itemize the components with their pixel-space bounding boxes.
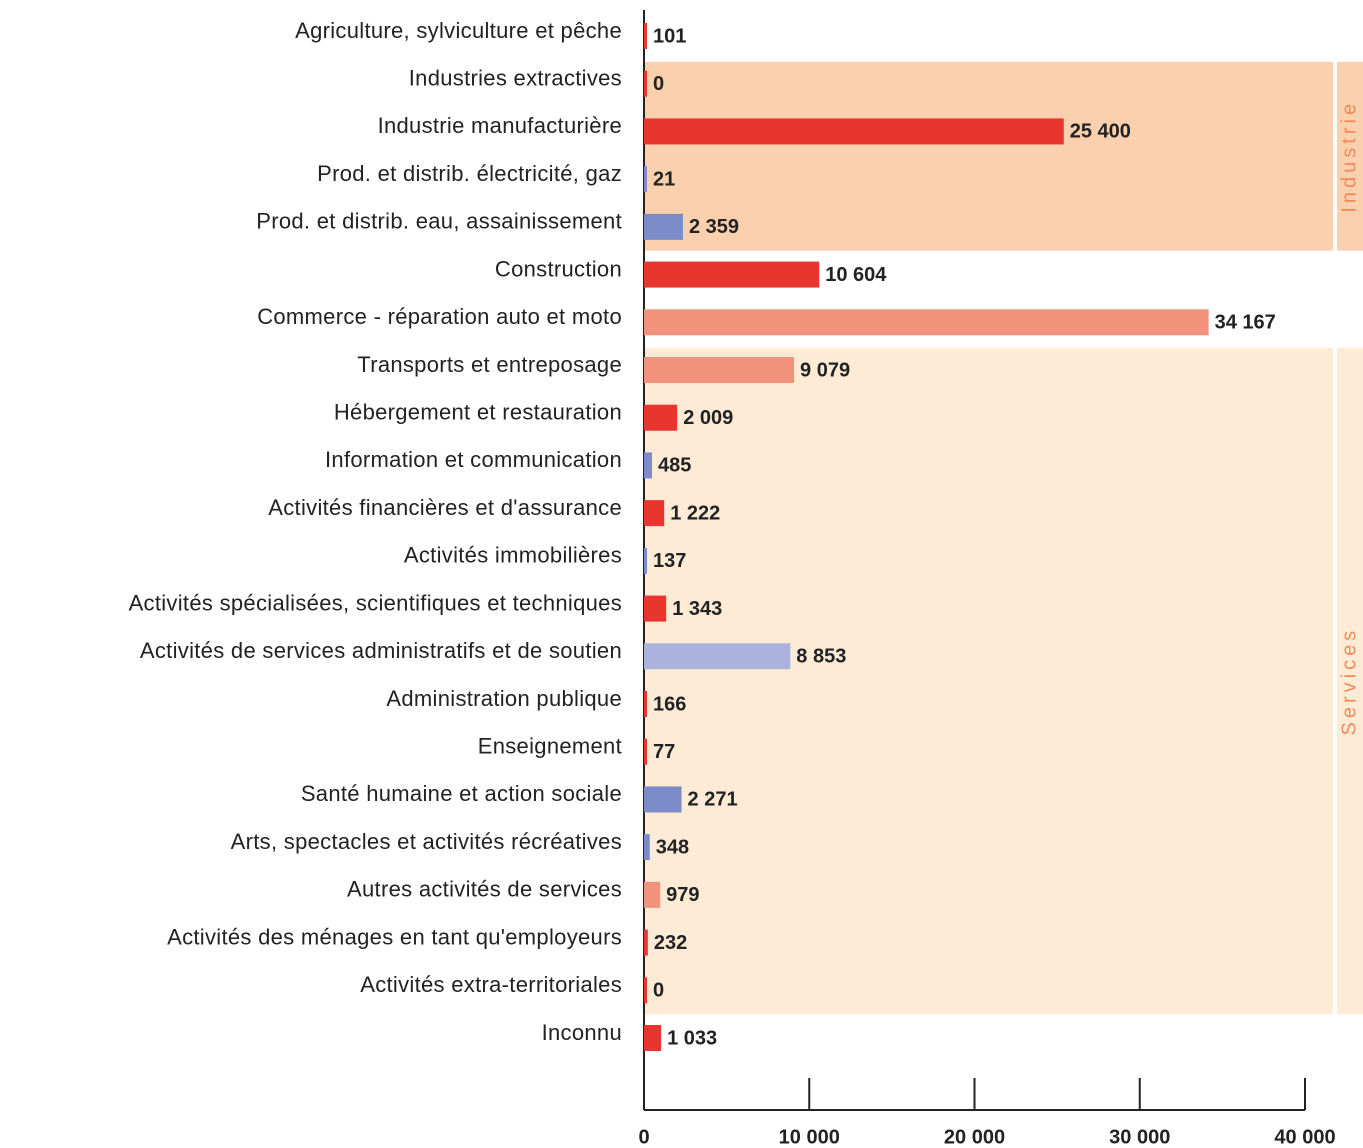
value-label: 2 009 [683,407,733,429]
bar [644,834,650,861]
value-label: 77 [653,741,675,763]
x-tick-label: 30 000 [1109,1126,1170,1148]
value-label: 10 604 [825,264,887,286]
value-label: 348 [656,836,689,858]
x-tick-label: 10 000 [779,1126,840,1148]
category-label: Activités financières et d'assurance [268,495,622,520]
category-label: Enseignement [478,734,622,759]
category-label: Construction [495,256,622,281]
value-label: 137 [653,550,686,572]
value-label: 21 [653,168,675,190]
category-label: Prod. et distrib. eau, assainissement [256,209,622,234]
category-label: Autres activités de services [347,877,622,902]
bar [644,118,1064,145]
value-label: 2 271 [688,789,738,811]
value-label: 2 359 [689,216,739,238]
category-label: Industries extractives [409,66,622,91]
bar [644,70,647,97]
value-label: 1 343 [672,598,722,620]
category-label: Inconnu [542,1020,622,1045]
value-label: 8 853 [796,646,846,668]
bar [644,23,647,49]
bar [644,691,647,717]
x-tick-label: 40 000 [1274,1126,1335,1148]
value-label: 25 400 [1070,121,1131,143]
category-label: Activités de services administratifs et … [140,638,622,663]
bar [644,547,647,574]
bar [644,309,1209,336]
category-label: Agriculture, sylviculture et pêche [295,18,622,43]
bar [644,357,795,383]
value-label: 0 [653,980,664,1002]
value-label: 485 [658,455,691,477]
value-label: 1 222 [670,502,720,524]
category-label: Hébergement et restauration [334,400,622,425]
category-label: Activités des ménages en tant qu'employe… [167,924,622,949]
value-label: 34 167 [1215,312,1276,334]
bar [644,643,791,670]
category-label: Santé humaine et action sociale [301,781,622,806]
group-label: Services [1338,627,1360,736]
bar [644,213,683,240]
group-band [644,61,1333,251]
category-label: Industrie manufacturière [378,113,622,138]
bar [644,929,648,956]
value-label: 166 [653,693,686,715]
category-label: Administration publique [386,686,622,711]
bar [644,404,678,431]
group-band [644,348,1333,1015]
bar [644,500,665,527]
category-label: Activités extra-territoriales [360,972,622,997]
category-label: Commerce - réparation auto et moto [257,304,622,329]
group-band-strip [1337,61,1363,251]
value-label: 979 [666,884,699,906]
category-label: Information et communication [325,447,622,472]
bar [644,595,667,622]
bar [644,452,653,479]
value-label: 0 [653,73,664,95]
x-tick-label: 20 000 [944,1126,1005,1148]
bar [644,1025,662,1051]
category-label: Prod. et distrib. électricité, gaz [317,161,622,186]
x-tick-label: 0 [638,1126,649,1148]
group-band-strip [1337,348,1363,1015]
group-label: Industrie [1338,100,1360,213]
value-label: 1 033 [667,1027,717,1049]
bar [644,738,647,765]
value-label: 232 [654,932,687,954]
bar [644,261,820,288]
category-label: Activités immobilières [404,543,622,568]
category-label: Arts, spectacles et activités récréative… [231,829,622,854]
value-label: 101 [653,25,686,47]
category-label: Activités spécialisées, scientifiques et… [129,590,622,615]
category-label: Transports et entreposage [357,352,622,377]
bar [644,166,647,193]
bar [644,881,661,908]
bar [644,977,647,1004]
bar [644,786,682,813]
value-label: 9 079 [800,359,850,381]
